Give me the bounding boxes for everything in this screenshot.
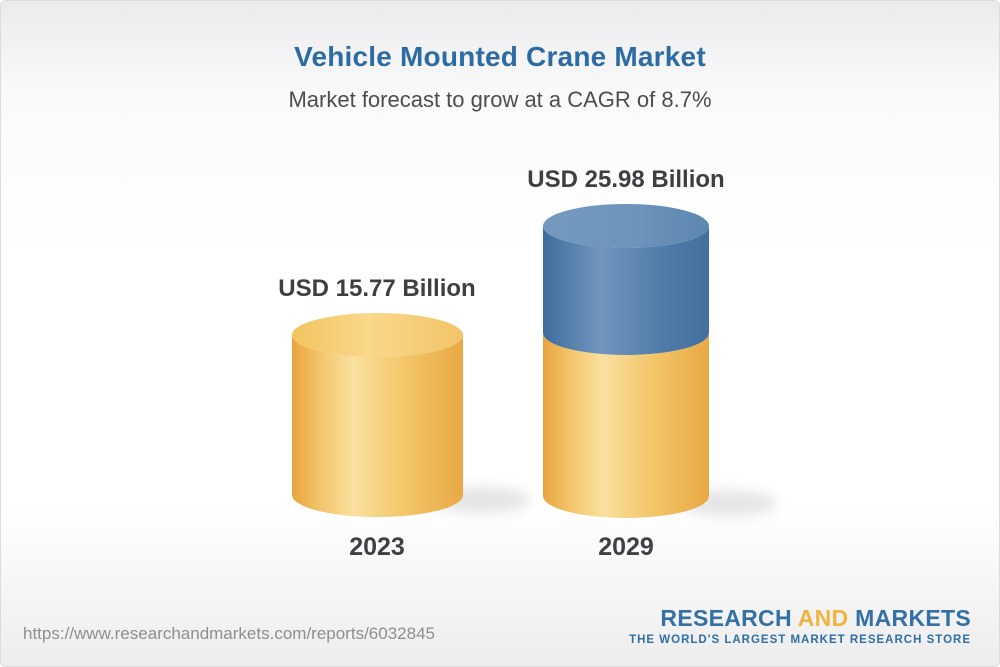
value-label-2029: USD 25.98 Billion	[527, 166, 725, 193]
bar-2029-base-segment	[543, 333, 709, 518]
chart-subtitle: Market forecast to grow at a CAGR of 8.7…	[288, 87, 712, 112]
chart-title: Vehicle Mounted Crane Market	[294, 41, 706, 72]
report-url: https://www.researchandmarkets.com/repor…	[23, 624, 435, 643]
value-label-2023: USD 15.77 Billion	[278, 275, 476, 302]
logo-word-research: RESEARCH	[660, 605, 792, 631]
logo-word-and: AND	[797, 605, 849, 631]
category-label-2023: 2023	[349, 533, 405, 561]
research-and-markets-logo: RESEARCH AND MARKETS THE WORLD'S LARGEST…	[629, 605, 971, 647]
bar-2029-growth-segment	[543, 226, 709, 355]
logo-wordmark: RESEARCH AND MARKETS	[629, 605, 971, 631]
logo-tagline: THE WORLD'S LARGEST MARKET RESEARCH STOR…	[629, 634, 971, 647]
logo-word-markets: MARKETS	[855, 605, 971, 631]
category-label-2029: 2029	[598, 533, 654, 561]
bar-2029-cylinder	[543, 204, 709, 518]
bar-2023-cylinder	[292, 313, 463, 517]
